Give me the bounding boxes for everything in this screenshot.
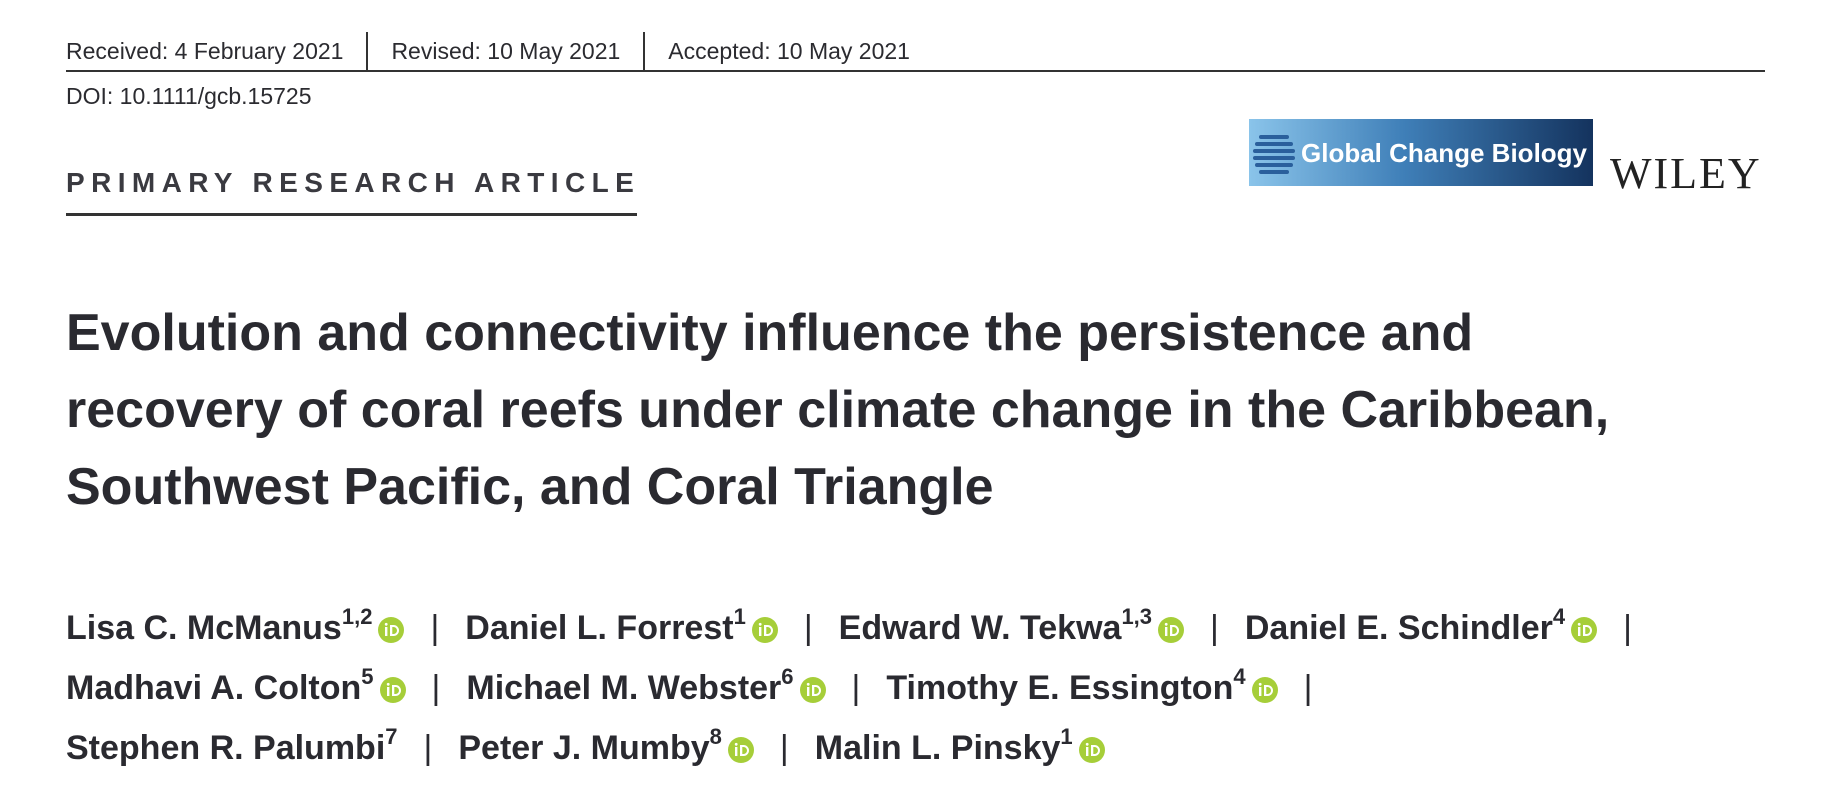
author-separator: |	[1210, 609, 1219, 647]
received: Received: 4 February 2021	[66, 37, 344, 64]
affiliation: 4	[1233, 664, 1246, 689]
affiliation: 1,2	[341, 604, 373, 629]
separator	[643, 32, 646, 70]
authors: Lisa C. McManus1,2 | Daniel L. Forrest1 | Ed…	[66, 598, 1632, 778]
author: Timothy E. Essington4	[886, 666, 1278, 707]
affiliation: 8	[709, 724, 722, 749]
orcid-icon[interactable]	[378, 617, 405, 643]
author-name: Peter J. Mumby	[458, 729, 710, 767]
article-type-underline	[66, 213, 637, 216]
author-name: Madhavi A. Colton	[66, 669, 362, 707]
publisher: WILEY	[1610, 149, 1762, 198]
orcid-icon[interactable]	[1158, 617, 1185, 643]
author-name: Michael M. Webster	[466, 669, 782, 707]
orcid-icon[interactable]	[379, 677, 406, 703]
affiliation: 1	[1060, 724, 1073, 749]
doi: DOI: 10.1111/gcb.15725	[66, 83, 312, 109]
dates: Received: 4 February 2021 Revised: 10 Ma…	[66, 32, 910, 70]
author-separator: |	[430, 609, 440, 647]
orcid-icon[interactable]	[1251, 677, 1278, 703]
author-name: Malin L. Pinsky	[814, 729, 1061, 767]
affiliation: 4	[1552, 604, 1566, 629]
author-separator: |	[851, 669, 861, 707]
title-line: Evolution and connectivity influence the…	[66, 304, 1474, 362]
author-name: Stephen R. Palumbi	[66, 729, 386, 767]
author-name: Daniel E. Schindler	[1244, 609, 1553, 647]
orcid-icon[interactable]	[1571, 617, 1598, 643]
author: Daniel E. Schindler4	[1244, 606, 1598, 647]
author: Peter J. Mumby8	[458, 726, 754, 767]
author: Edward W. Tekwa1,3	[838, 606, 1185, 647]
orcid-icon[interactable]	[751, 617, 778, 643]
affiliation: 1	[733, 604, 746, 629]
author-separator: |	[803, 609, 813, 647]
author: Stephen R. Palumbi7	[66, 726, 398, 768]
author-name: Daniel L. Forrest	[465, 609, 734, 647]
header-rule	[66, 70, 1765, 72]
affiliation: 5	[361, 664, 374, 689]
author-separator: |	[431, 669, 441, 707]
accepted: Accepted: 10 May 2021	[668, 37, 910, 64]
author-line: Madhavi A. Colton5 | Michael M. Webster6 | T…	[66, 658, 1632, 718]
author-separator: |	[1623, 609, 1632, 647]
author-separator: |	[779, 729, 789, 767]
author-name: Edward W. Tekwa	[838, 609, 1122, 647]
author-separator: |	[423, 729, 433, 767]
article-type: PRIMARY RESEARCH ARTICLE	[66, 167, 641, 198]
separator	[366, 32, 369, 70]
title-line: recovery of coral reefs under climate ch…	[66, 381, 1610, 439]
author: Daniel L. Forrest1	[465, 606, 778, 647]
orcid-icon[interactable]	[727, 737, 754, 763]
author-separator: |	[1303, 669, 1313, 707]
author-line: Lisa C. McManus1,2 | Daniel L. Forrest1 | Ed…	[66, 598, 1632, 658]
affiliation: 6	[781, 664, 794, 689]
author: Malin L. Pinsky1	[814, 726, 1105, 767]
affiliation: 1,3	[1121, 604, 1153, 629]
author-name: Timothy E. Essington	[886, 669, 1234, 707]
journal-name: Global Change Biology	[1301, 138, 1588, 168]
orcid-icon[interactable]	[799, 677, 826, 703]
title-line: Southwest Pacific, and Coral Triangle	[66, 458, 994, 516]
journal-logo-bg	[1249, 119, 1593, 186]
globe-icon	[1253, 135, 1295, 174]
revised: Revised: 10 May 2021	[391, 37, 621, 64]
author: Michael M. Webster6	[466, 666, 826, 707]
orcid-icon[interactable]	[1078, 737, 1105, 763]
author-name: Lisa C. McManus	[66, 609, 342, 647]
author: Madhavi A. Colton5	[66, 666, 406, 707]
affiliation: 7	[385, 724, 398, 749]
author: Lisa C. McManus1,2	[66, 606, 405, 647]
journal-logo: Global Change Biology	[1249, 119, 1593, 186]
title: Evolution and connectivity influence the…	[66, 295, 1609, 526]
author-line: Stephen R. Palumbi7 | Peter J. Mumby8 | Mali…	[66, 718, 1632, 778]
